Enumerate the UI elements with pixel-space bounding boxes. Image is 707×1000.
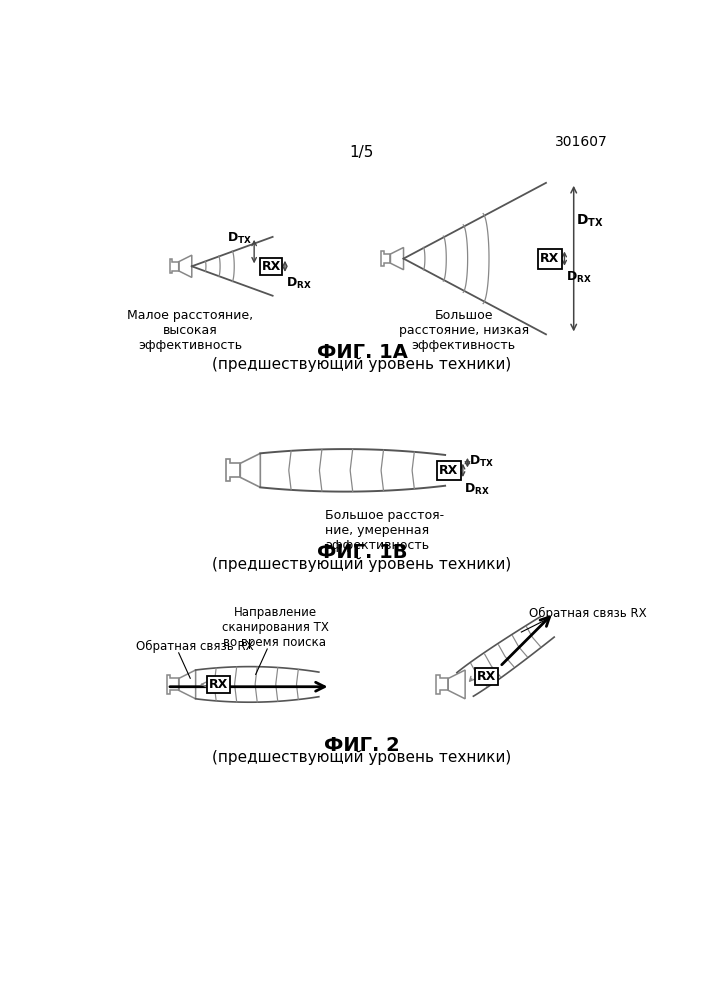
Text: Большое
расстояние, низкая
эффективность: Большое расстояние, низкая эффективность <box>399 309 529 352</box>
Text: (предшествующий уровень техники): (предшествующий уровень техники) <box>212 357 512 372</box>
Text: $\mathbf{D}_{\mathbf{RX}}$: $\mathbf{D}_{\mathbf{RX}}$ <box>286 276 312 291</box>
Text: RX: RX <box>209 678 228 691</box>
Text: Направление
сканирования ТХ
во время поиска: Направление сканирования ТХ во время пои… <box>221 606 328 649</box>
FancyBboxPatch shape <box>475 668 498 685</box>
Text: ФИГ. 1В: ФИГ. 1В <box>317 544 407 562</box>
FancyBboxPatch shape <box>437 461 461 480</box>
Text: Большое расстоя-
ние, умеренная
эффективность: Большое расстоя- ние, умеренная эффектив… <box>325 509 444 552</box>
Text: RX: RX <box>262 260 281 273</box>
Text: 1/5: 1/5 <box>350 145 374 160</box>
FancyBboxPatch shape <box>537 249 562 269</box>
Text: RX: RX <box>540 252 559 265</box>
FancyBboxPatch shape <box>207 676 230 693</box>
Text: $\mathbf{D}_{\mathbf{RX}}$: $\mathbf{D}_{\mathbf{RX}}$ <box>464 482 490 497</box>
Text: Малое расстояние,
высокая
эффективность: Малое расстояние, высокая эффективность <box>127 309 253 352</box>
Text: $\mathbf{D}_{\mathbf{TX}}$: $\mathbf{D}_{\mathbf{TX}}$ <box>227 230 252 246</box>
Text: $\mathbf{D}_{\mathbf{TX}}$: $\mathbf{D}_{\mathbf{TX}}$ <box>576 213 604 229</box>
Text: 301607: 301607 <box>555 135 607 149</box>
Text: $\mathbf{D}_{\mathbf{RX}}$: $\mathbf{D}_{\mathbf{RX}}$ <box>566 270 592 285</box>
Text: (предшествующий уровень техники): (предшествующий уровень техники) <box>212 557 512 572</box>
Text: RX: RX <box>477 670 496 683</box>
FancyBboxPatch shape <box>260 258 282 275</box>
Text: (предшествующий уровень техники): (предшествующий уровень техники) <box>212 750 512 765</box>
Text: RX: RX <box>439 464 459 477</box>
Text: Обратная связь RX: Обратная связь RX <box>529 607 647 620</box>
Text: ФИГ. 2: ФИГ. 2 <box>324 736 400 755</box>
Text: ФИГ. 1А: ФИГ. 1А <box>317 343 407 362</box>
Text: Обратная связь RX: Обратная связь RX <box>136 640 254 653</box>
Text: $\mathbf{D}_{\mathbf{TX}}$: $\mathbf{D}_{\mathbf{TX}}$ <box>469 454 494 469</box>
